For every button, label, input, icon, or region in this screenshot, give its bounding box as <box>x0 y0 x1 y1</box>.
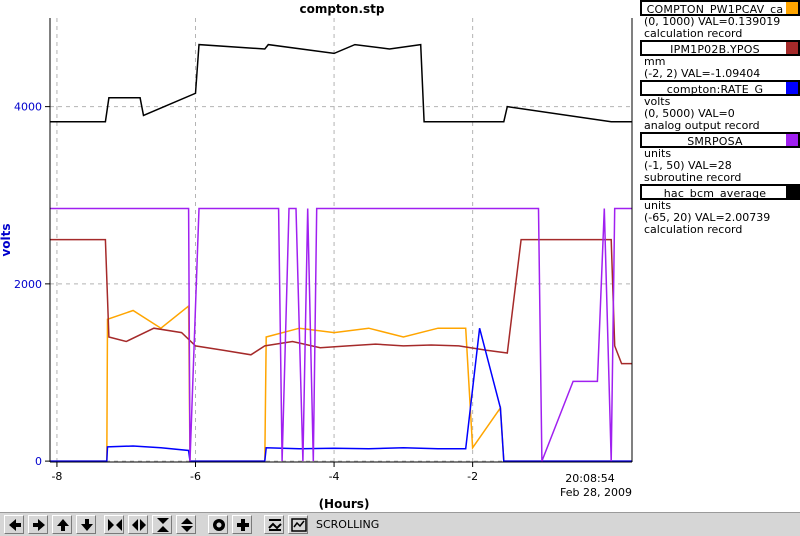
legend-unit: units <box>644 199 672 212</box>
legend-name[interactable]: hac_bcm_average <box>640 184 800 200</box>
legend: COMPTON_PW1PCAV_ca (0, 1000) VAL=0.139019… <box>640 0 800 236</box>
legend-entry[interactable]: compton:RATE_G volts (0, 5000) VAL=0 analog… <box>640 80 800 132</box>
y-axis-label: volts <box>0 223 13 256</box>
zoom-in-horizontal-icon <box>108 519 122 531</box>
zoom-out-vertical-button[interactable] <box>176 515 196 534</box>
strip-chart: compton.stp volts (Hours) 20:08:54 Feb 2… <box>0 2 633 511</box>
legend-range: (-2, 2) VAL=-1.09404 <box>644 67 761 80</box>
legend-range: (-1, 50) VAL=28 <box>644 159 732 172</box>
legend-record: calculation record <box>644 223 743 236</box>
circle-button[interactable] <box>208 515 228 534</box>
scroll-button[interactable] <box>288 515 308 534</box>
legend-range: (0, 5000) VAL=0 <box>644 107 735 120</box>
legend-name[interactable]: COMPTON_PW1PCAV_ca <box>640 0 800 16</box>
scrolling-status: SCROLLING <box>316 518 380 531</box>
plus-button[interactable] <box>232 515 252 534</box>
arrow-right-button[interactable] <box>28 515 48 534</box>
scroll-icon <box>291 518 307 532</box>
circle-icon <box>213 519 225 531</box>
x-tick-label: -2 <box>467 470 478 483</box>
legend-range: (-65, 20) VAL=2.00739 <box>644 211 771 224</box>
legend-unit: volts <box>644 95 671 108</box>
y-tick-label: 2000 <box>14 278 42 291</box>
x-axis-label: (Hours) <box>319 497 370 511</box>
legend-entry[interactable]: IPM1P02B.YPOS mm (-2, 2) VAL=-1.09404 <box>640 40 800 80</box>
autoscale-button[interactable] <box>264 515 284 534</box>
arrow-down-button[interactable] <box>76 515 96 534</box>
arrow-right-icon <box>33 519 45 531</box>
end-date-label: Feb 28, 2009 <box>560 486 632 499</box>
legend-entry[interactable]: SMRPOSA units (-1, 50) VAL=28 subroutine re… <box>640 132 800 184</box>
legend-record: calculation record <box>644 27 743 40</box>
autoscale-icon <box>268 519 282 531</box>
x-tick-label: -4 <box>329 470 340 483</box>
zoom-in-vertical-button[interactable] <box>152 515 172 534</box>
legend-entry[interactable]: COMPTON_PW1PCAV_ca (0, 1000) VAL=0.139019… <box>640 0 800 40</box>
series-hac-bcm-average <box>50 43 632 123</box>
series-ipm1p02b-ypos <box>50 238 632 365</box>
legend-name[interactable]: SMRPOSA <box>640 132 800 148</box>
chart-title: compton.stp <box>299 2 384 16</box>
x-tick-label: -8 <box>51 470 62 483</box>
x-tick-label: -6 <box>190 470 201 483</box>
legend-range: (0, 1000) VAL=0.139019 <box>644 15 781 28</box>
y-tick-label: 4000 <box>14 101 42 114</box>
arrow-down-icon <box>81 519 93 531</box>
arrow-up-icon <box>57 519 69 531</box>
legend-entry[interactable]: hac_bcm_average units (-65, 20) VAL=2.0073… <box>640 184 800 236</box>
legend-name[interactable]: IPM1P02B.YPOS <box>640 40 800 56</box>
legend-record: subroutine record <box>644 171 742 184</box>
legend-record: analog output record <box>644 119 760 132</box>
arrow-left-icon <box>9 519 21 531</box>
zoom-in-horizontal-button[interactable] <box>104 515 124 534</box>
plus-icon <box>237 519 249 531</box>
legend-unit: mm <box>644 55 666 68</box>
zoom-out-horizontal-icon <box>132 519 146 531</box>
zoom-out-horizontal-button[interactable] <box>128 515 148 534</box>
arrow-left-button[interactable] <box>4 515 24 534</box>
series-compton-pw1pcav-ca <box>50 304 632 462</box>
end-time-label: 20:08:54 <box>565 472 614 485</box>
series-smrposa <box>50 207 632 462</box>
y-tick-label: 0 <box>35 455 42 468</box>
toolbar: SCROLLING <box>0 512 800 536</box>
arrow-up-button[interactable] <box>52 515 72 534</box>
legend-name[interactable]: compton:RATE_G <box>640 80 800 96</box>
zoom-in-vertical-icon <box>157 518 169 532</box>
series-compton-rate-g <box>50 328 632 462</box>
zoom-out-vertical-icon <box>181 518 193 532</box>
legend-unit: units <box>644 147 672 160</box>
